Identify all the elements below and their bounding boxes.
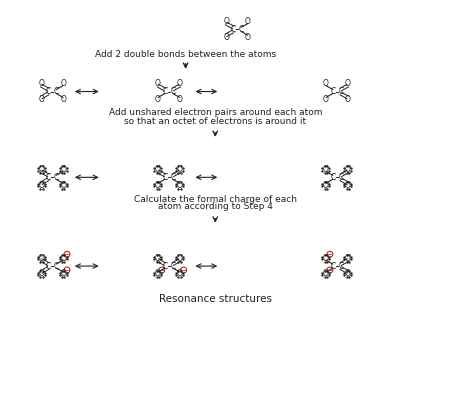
Text: C: C [170, 87, 175, 96]
Text: O: O [38, 254, 44, 263]
Text: O: O [323, 269, 329, 278]
Text: O: O [323, 165, 329, 174]
Text: O: O [345, 269, 351, 278]
Text: C: C [230, 25, 236, 34]
Text: O: O [155, 254, 161, 263]
Text: O: O [60, 254, 66, 263]
Text: Resonance structures: Resonance structures [159, 294, 272, 304]
Text: O: O [38, 165, 44, 174]
Text: O: O [177, 79, 182, 88]
Text: O: O [60, 181, 66, 190]
Text: C: C [162, 87, 167, 96]
Text: Add 2 double bonds between the atoms: Add 2 double bonds between the atoms [95, 50, 276, 59]
Text: O: O [60, 79, 66, 88]
Text: so that an octet of electrons is around it: so that an octet of electrons is around … [124, 117, 306, 126]
Text: C: C [338, 173, 343, 182]
Text: C: C [330, 261, 336, 271]
Text: −: − [328, 267, 332, 273]
Text: O: O [155, 95, 161, 104]
Text: C: C [338, 261, 343, 271]
Text: O: O [155, 165, 161, 174]
Text: O: O [245, 17, 251, 26]
Text: C: C [46, 261, 51, 271]
Text: O: O [38, 181, 44, 190]
Text: C: C [46, 173, 51, 182]
Text: C: C [170, 261, 175, 271]
Text: O: O [323, 95, 329, 104]
Text: O: O [177, 95, 182, 104]
Text: O: O [345, 79, 351, 88]
Text: O: O [345, 181, 351, 190]
Text: O: O [223, 33, 229, 42]
Text: C: C [162, 261, 167, 271]
Text: O: O [177, 269, 182, 278]
Text: O: O [323, 254, 329, 263]
Text: C: C [338, 87, 343, 96]
Text: C: C [54, 261, 59, 271]
Text: C: C [46, 87, 51, 96]
Text: O: O [177, 254, 182, 263]
Text: −: − [328, 252, 332, 257]
Text: C: C [162, 173, 167, 182]
Text: O: O [245, 33, 251, 42]
Text: O: O [345, 95, 351, 104]
Text: Add unshared electron pairs around each atom: Add unshared electron pairs around each … [109, 108, 322, 117]
Text: −: − [182, 267, 186, 273]
Text: O: O [345, 165, 351, 174]
Text: O: O [345, 254, 351, 263]
Text: C: C [330, 173, 336, 182]
Text: atom according to Step 4: atom according to Step 4 [158, 203, 273, 211]
Text: C: C [170, 173, 175, 182]
Text: O: O [155, 269, 161, 278]
Text: O: O [60, 95, 66, 104]
Text: −: − [65, 252, 69, 257]
Text: Calculate the formal charge of each: Calculate the formal charge of each [134, 194, 297, 204]
Text: O: O [155, 181, 161, 190]
Text: C: C [54, 173, 59, 182]
Text: O: O [323, 79, 329, 88]
Text: C: C [330, 87, 336, 96]
Text: −: − [160, 267, 164, 273]
Text: O: O [38, 95, 44, 104]
Text: O: O [177, 181, 182, 190]
Text: C: C [54, 87, 59, 96]
Text: O: O [223, 17, 229, 26]
Text: O: O [38, 269, 44, 278]
Text: O: O [155, 79, 161, 88]
Text: −: − [65, 267, 69, 273]
Text: O: O [177, 165, 182, 174]
Text: O: O [38, 79, 44, 88]
Text: O: O [60, 269, 66, 278]
Text: O: O [323, 181, 329, 190]
Text: C: C [238, 25, 244, 34]
Text: O: O [60, 165, 66, 174]
